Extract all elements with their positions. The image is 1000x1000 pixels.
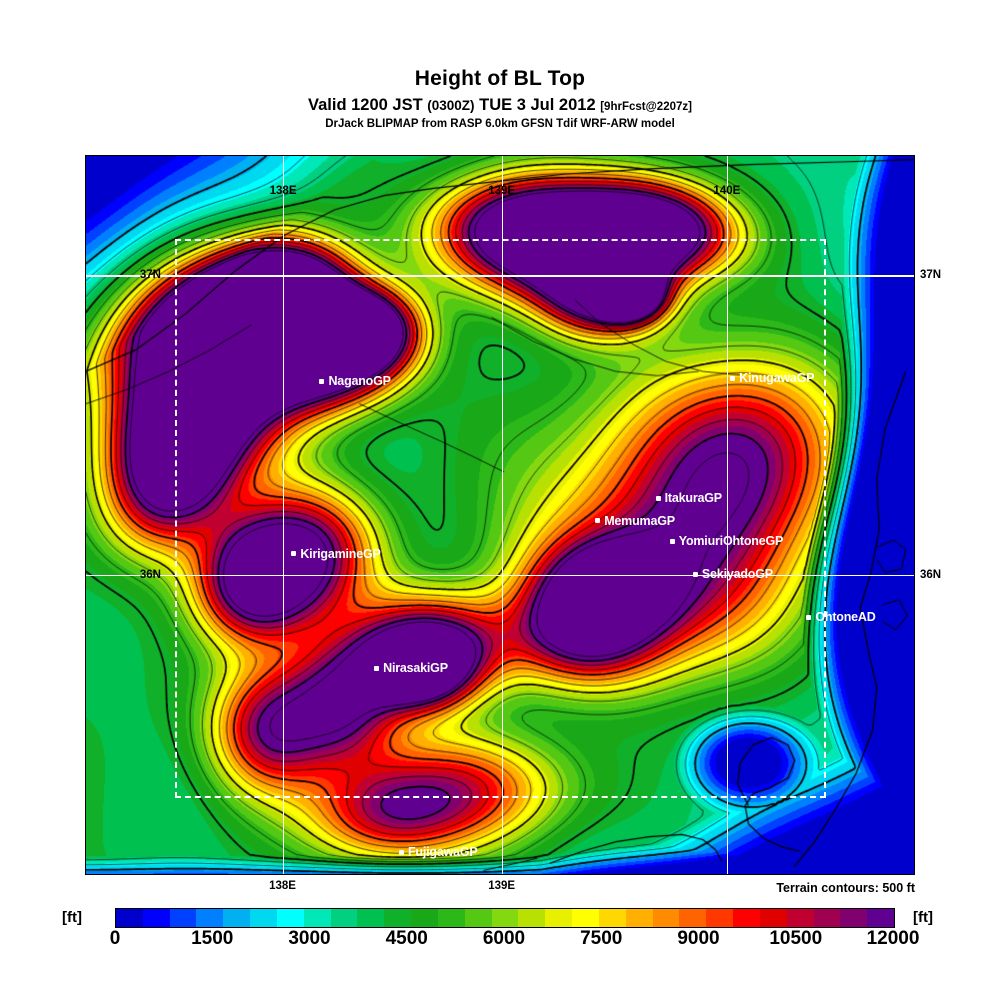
lon-label-top-1: 139E xyxy=(488,184,516,197)
colorbar-unit-left: [ft] xyxy=(62,909,82,926)
colorbar-swatch-21 xyxy=(679,909,707,927)
station-label: FujigawaGP xyxy=(407,845,478,860)
colorbar-swatch-6 xyxy=(276,909,304,927)
station-marker-kinugawagp[interactable]: KinugawaGP xyxy=(730,370,814,388)
valid-date: TUE 3 Jul 2012 xyxy=(474,96,601,114)
gridline-longitude-0 xyxy=(283,156,285,874)
station-dot-icon xyxy=(291,551,297,557)
lat-label-left-0: 37N xyxy=(139,269,161,282)
colorbar-swatch-15 xyxy=(518,909,546,927)
colorbar-tick-0: 0 xyxy=(109,928,121,949)
colorbar-swatch-27 xyxy=(840,909,868,927)
colorbar-swatch-14 xyxy=(491,909,519,927)
colorbar-swatch-18 xyxy=(598,909,626,927)
station-dot-icon xyxy=(374,665,380,671)
colorbar-swatch-17 xyxy=(572,909,599,927)
colorbar-swatch-4 xyxy=(223,909,251,927)
station-dot-icon xyxy=(319,378,325,384)
map-panel[interactable]: 138E 139E 140E 37N 36N NaganoGP KinugawaGP Itak… xyxy=(85,155,915,875)
colorbar-tick-10500: 10500 xyxy=(769,928,823,949)
colorbar-swatch-26 xyxy=(813,909,841,927)
colorbar-tick-4500: 4500 xyxy=(385,928,428,949)
gridline-latitude-1 xyxy=(86,574,914,576)
lon-label-bottom-0: 138E xyxy=(269,880,296,892)
lat-label-left-1: 36N xyxy=(139,568,161,581)
colorbar-unit-right: [ft] xyxy=(913,909,933,926)
station-marker-nirasakigp[interactable]: NirasakiGP xyxy=(374,660,448,678)
colorbar-swatch-12 xyxy=(437,909,465,927)
colorbar-swatch-22 xyxy=(706,909,734,927)
valid-time-text: Valid 1200 JST xyxy=(308,96,428,114)
page-title: Height of BL Top xyxy=(414,67,586,90)
colorbar-swatch-11 xyxy=(411,909,438,927)
station-marker-yomiuriohtonegp[interactable]: YomiuriOhtoneGP xyxy=(669,533,784,551)
station-label: NaganoGP xyxy=(328,374,391,389)
colorbar-tick-3000: 3000 xyxy=(288,928,331,949)
colorbar-swatch-7 xyxy=(303,909,331,927)
lon-label-top-2: 140E xyxy=(713,184,741,197)
station-dot-icon xyxy=(595,518,601,523)
station-marker-naganogp[interactable]: NaganoGP xyxy=(319,372,391,390)
forecast-tag: [9hrFcst@2207z] xyxy=(600,101,692,113)
colorbar-tick-9000: 9000 xyxy=(677,928,720,949)
colorbar-swatch-10 xyxy=(384,909,412,927)
model-source-line: DrJack BLIPMAP from RASP 6.0km GFSN Tdif… xyxy=(325,118,675,130)
colorbar-swatch-2 xyxy=(169,909,197,927)
station-label: SekiyadoGP xyxy=(701,567,773,582)
station-dot-icon xyxy=(669,538,675,544)
colorbar-swatch-1 xyxy=(142,909,170,927)
station-dot-icon xyxy=(655,495,661,501)
station-marker-fujigawagp[interactable]: FujigawaGP xyxy=(398,843,478,861)
colorbar-swatch-8 xyxy=(330,909,358,927)
station-label: MemumaGP xyxy=(604,513,675,528)
colorbar-swatch-13 xyxy=(464,909,492,927)
colorbar-swatch-5 xyxy=(250,909,277,927)
colorbar xyxy=(115,908,895,928)
station-label: ItakuraGP xyxy=(664,491,722,506)
colorbar-swatch-24 xyxy=(759,909,787,927)
subdomain-dashed-box xyxy=(175,239,827,798)
gridline-latitude-0 xyxy=(86,275,914,277)
colorbar-tick-1500: 1500 xyxy=(191,928,234,949)
colorbar-swatch-19 xyxy=(625,909,653,927)
station-marker-memumagp[interactable]: MemumaGP xyxy=(595,512,675,530)
station-marker-kirigaminegp[interactable]: KirigamineGP xyxy=(291,545,381,563)
colorbar-swatch-25 xyxy=(786,909,814,927)
colorbar-swatch-23 xyxy=(733,909,760,927)
lon-label-bottom-1: 139E xyxy=(488,880,516,892)
station-label: KirigamineGP xyxy=(300,546,381,561)
station-dot-icon xyxy=(398,849,404,855)
station-label: KinugawaGP xyxy=(739,371,815,386)
valid-time-utc: (0300Z) xyxy=(427,98,475,113)
gridline-longitude-1 xyxy=(501,156,504,874)
colorbar-swatch-0 xyxy=(116,909,143,927)
colorbar-swatch-16 xyxy=(545,909,573,927)
station-label: YomiuriOhtoneGP xyxy=(678,534,784,549)
colorbar-swatch-9 xyxy=(357,909,385,927)
station-dot-icon xyxy=(806,614,812,620)
lat-label-right-1: 36N xyxy=(920,568,942,581)
terrain-contour-note: Terrain contours: 500 ft xyxy=(776,881,915,895)
station-dot-icon xyxy=(730,375,736,381)
station-dot-icon xyxy=(692,571,698,577)
valid-time-line: Valid 1200 JST (0300Z) TUE 3 Jul 2012 [9… xyxy=(0,96,1000,115)
station-label: NirasakiGP xyxy=(383,661,448,676)
colorbar-swatch-3 xyxy=(196,909,224,927)
colorbar-tick-7500: 7500 xyxy=(580,928,623,949)
title-block: Height of BL Top Valid 1200 JST (0300Z) … xyxy=(0,0,1000,130)
colorbar-tick-12000: 12000 xyxy=(866,928,920,949)
station-marker-ohtonead[interactable]: OhtoneAD xyxy=(806,609,876,627)
station-marker-sekiyadogp[interactable]: SekiyadoGP xyxy=(692,566,773,584)
station-label: OhtoneAD xyxy=(815,610,876,625)
colorbar-tick-6000: 6000 xyxy=(482,928,526,949)
station-marker-itakuragp[interactable]: ItakuraGP xyxy=(655,489,722,507)
map-overlay: 138E 139E 140E 37N 36N NaganoGP KinugawaGP Itak… xyxy=(86,156,914,874)
colorbar-swatch-28 xyxy=(867,909,895,927)
colorbar-swatch-20 xyxy=(652,909,680,927)
lon-label-top-0: 138E xyxy=(269,184,297,197)
lat-label-right-0: 37N xyxy=(920,268,942,281)
gridline-longitude-2 xyxy=(726,156,729,874)
